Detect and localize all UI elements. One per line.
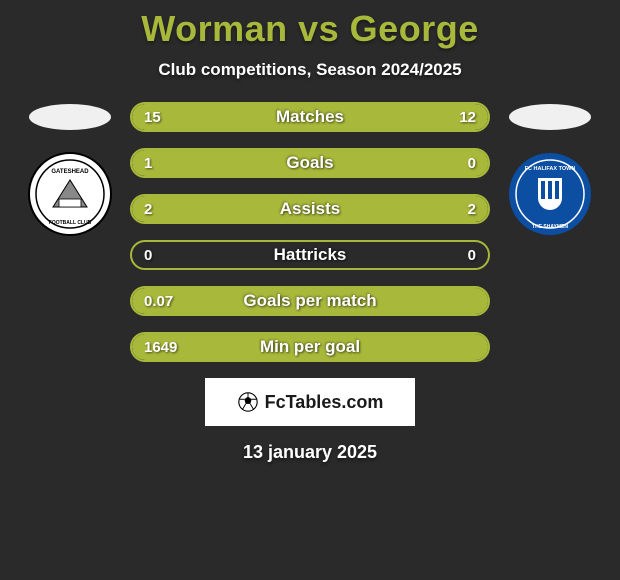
svg-text:FOOTBALL CLUB: FOOTBALL CLUB bbox=[49, 220, 92, 226]
source-logo: FcTables.com bbox=[205, 378, 415, 426]
player-left-column: GATESHEAD FOOTBALL CLUB bbox=[10, 102, 130, 236]
stat-bar-left bbox=[132, 104, 328, 130]
svg-text:GATESHEAD: GATESHEAD bbox=[51, 169, 89, 175]
comparison-card: Worman vs George Club competitions, Seas… bbox=[0, 0, 620, 463]
stat-row: Hattricks0 0 bbox=[130, 240, 490, 270]
team-right-badge: FC HALIFAX TOWN THE SHAYMEN bbox=[508, 152, 592, 236]
stat-row: Goals10 bbox=[130, 148, 490, 178]
stat-value-right: 0 bbox=[468, 242, 476, 268]
stat-row: Min per goal1649 bbox=[130, 332, 490, 362]
stat-bar-right bbox=[435, 150, 488, 176]
player-right-placeholder bbox=[509, 104, 591, 130]
svg-text:THE SHAYMEN: THE SHAYMEN bbox=[532, 224, 568, 230]
main-row: GATESHEAD FOOTBALL CLUB Matches1512 Goals… bbox=[0, 102, 620, 362]
player-right-column: FC HALIFAX TOWN THE SHAYMEN bbox=[490, 102, 610, 236]
stats-column: Matches1512 Goals10 Assists22 Hattricks0 0 Go… bbox=[130, 102, 490, 362]
gateshead-badge-icon: GATESHEAD FOOTBALL CLUB bbox=[28, 152, 112, 236]
stat-bar-right bbox=[310, 196, 488, 222]
halifax-badge-icon: FC HALIFAX TOWN THE SHAYMEN bbox=[508, 152, 592, 236]
stat-row: Matches1512 bbox=[130, 102, 490, 132]
stat-bar-left bbox=[132, 196, 310, 222]
football-icon bbox=[237, 391, 259, 413]
svg-text:FC HALIFAX TOWN: FC HALIFAX TOWN bbox=[525, 166, 576, 172]
stat-row: Assists22 bbox=[130, 194, 490, 224]
team-left-badge: GATESHEAD FOOTBALL CLUB bbox=[28, 152, 112, 236]
player-left-placeholder bbox=[29, 104, 111, 130]
stat-value-left: 0 bbox=[144, 242, 152, 268]
stat-bar-right bbox=[328, 104, 488, 130]
stat-label: Hattricks bbox=[132, 242, 488, 268]
stat-bar-left bbox=[132, 288, 488, 314]
source-logo-text: FcTables.com bbox=[265, 392, 384, 413]
page-subtitle: Club competitions, Season 2024/2025 bbox=[158, 60, 461, 80]
date-text: 13 january 2025 bbox=[243, 442, 377, 463]
stat-row: Goals per match0.07 bbox=[130, 286, 490, 316]
stat-bar-left bbox=[132, 334, 488, 360]
page-title: Worman vs George bbox=[141, 8, 478, 50]
